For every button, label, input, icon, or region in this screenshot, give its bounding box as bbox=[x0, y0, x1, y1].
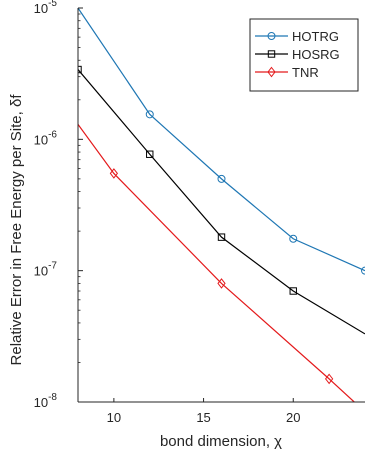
series-line-hotrg bbox=[78, 8, 365, 272]
legend-label-hotrg: HOTRG bbox=[292, 29, 339, 44]
legend-marker-tnr bbox=[267, 66, 276, 78]
series-group bbox=[78, 8, 365, 402]
x-tick-label: 10 bbox=[107, 410, 121, 425]
legend-marker-hosrg bbox=[267, 50, 276, 58]
axes: 10 15 20 10-8 10-7 10-6 10-5 bbox=[34, 0, 365, 425]
y-tick-label: 10-7 bbox=[34, 261, 58, 279]
data-point-hosrg bbox=[289, 287, 297, 295]
data-point-tnr bbox=[324, 373, 334, 385]
y-tick-label: 10-5 bbox=[34, 0, 58, 16]
series-line-tnr bbox=[78, 124, 355, 402]
data-point-hosrg bbox=[217, 233, 226, 241]
x-tick-label: 15 bbox=[196, 410, 210, 425]
x-axis-label: bond dimension, χ bbox=[160, 433, 282, 450]
data-point-tnr bbox=[109, 168, 119, 179]
plot-area bbox=[78, 8, 365, 402]
y-axis-label: Relative Error in Free Energy per Site, … bbox=[8, 94, 25, 366]
data-point-hosrg bbox=[146, 150, 154, 158]
y-tick-label: 10-6 bbox=[34, 129, 58, 147]
legend-label-hosrg: HOSRG bbox=[292, 47, 340, 62]
data-point-hotrg bbox=[289, 234, 298, 243]
data-point-hotrg bbox=[217, 174, 226, 183]
series-line-hosrg bbox=[78, 69, 365, 335]
data-point-tnr bbox=[217, 278, 226, 289]
legend-marker-hotrg bbox=[267, 32, 276, 40]
data-point-hotrg bbox=[361, 266, 365, 275]
y-tick-label: 10-8 bbox=[34, 392, 58, 410]
legend-label-tnr: TNR bbox=[292, 65, 319, 80]
data-point-hotrg bbox=[145, 110, 154, 119]
x-tick-label: 20 bbox=[286, 410, 300, 425]
legend: HOTRG HOSRG TNR bbox=[249, 18, 359, 92]
